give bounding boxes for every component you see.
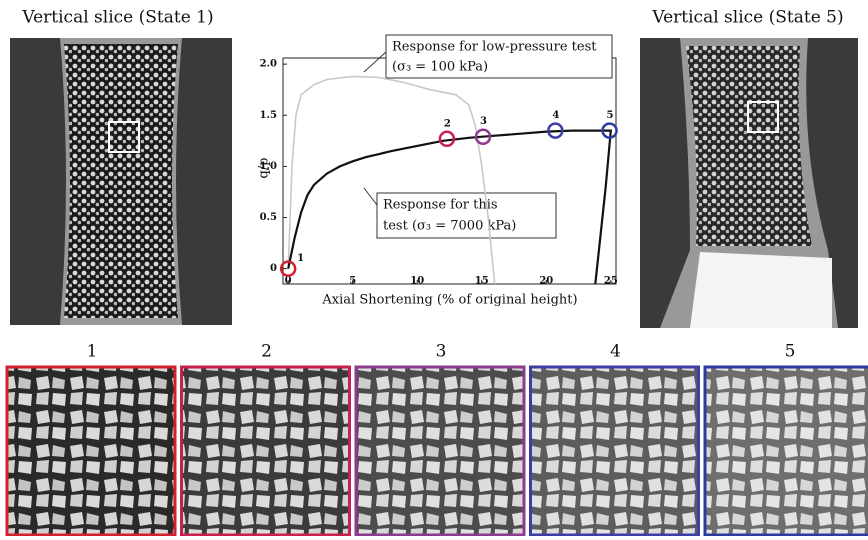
annotation-arrow: [364, 188, 377, 205]
annotation-text: test (σ₃ = 7000 kPa): [383, 219, 516, 234]
page: body { margin: 0; width: 868px; height: …: [0, 0, 868, 536]
panel-label: 3: [436, 342, 447, 362]
left-slice-image: [10, 38, 232, 325]
x-tick-label: 15: [475, 276, 489, 287]
annotation-this-test: Response for this test (σ₃ = 7000 kPa): [364, 188, 556, 238]
annotation-text: (σ₃ = 100 kPa): [392, 60, 488, 75]
y-tick-label: 0: [270, 263, 277, 274]
state-marker-label: 1: [297, 253, 304, 264]
x-tick-label: 0: [285, 276, 292, 287]
panel-label: 1: [87, 342, 98, 362]
panel-image: [356, 367, 524, 535]
panel-label: 4: [610, 342, 621, 362]
panel-label: 5: [785, 342, 796, 362]
state-marker-label: 5: [607, 110, 614, 121]
y-tick-label: 0.5: [260, 212, 277, 223]
figure: Vertical slice (State 1) Vertical slice …: [0, 0, 868, 536]
y-tick-label: 2.0: [260, 59, 277, 70]
body: {"left_image": {"title": "Vertical slice…: [0, 0, 868, 536]
x-tick-label: 5: [349, 276, 356, 287]
x-tick-label: 20: [539, 276, 553, 287]
right-slice-image: [640, 38, 858, 328]
y-tick-label: 1.5: [260, 110, 277, 121]
annotation-low-pressure: Response for low-pressure test (σ₃ = 100…: [364, 35, 612, 78]
state-marker-label: 2: [444, 118, 451, 129]
x-axis-label: Axial Shortening (% of original height): [321, 293, 577, 308]
detail-panels: 1 2 3 4 5: [7, 342, 868, 536]
state-marker-label: 3: [480, 116, 487, 127]
panel-image: [182, 367, 350, 535]
x-tick-label: 25: [604, 276, 618, 287]
panel-image: [7, 367, 175, 535]
panel-image: [705, 367, 868, 535]
x-tick-label: 10: [410, 276, 424, 287]
right-image-title: Vertical slice (State 5): [651, 8, 843, 28]
panel-image: [531, 367, 699, 535]
state-marker-label: 4: [552, 110, 559, 121]
y-tick-label: 1.0: [260, 161, 277, 172]
annotation-text: Response for low-pressure test: [392, 40, 597, 55]
annotation-text: Response for this: [383, 198, 498, 213]
annotation-arrow: [364, 52, 386, 72]
left-image-title: Vertical slice (State 1): [21, 8, 213, 28]
panel-label: 2: [261, 342, 272, 362]
